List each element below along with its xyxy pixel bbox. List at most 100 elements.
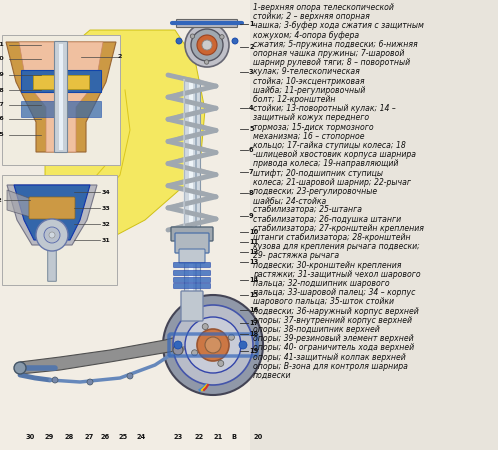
Circle shape xyxy=(185,317,241,373)
Circle shape xyxy=(218,360,224,366)
Circle shape xyxy=(239,341,247,349)
Polygon shape xyxy=(20,335,185,374)
Text: 36: 36 xyxy=(0,117,4,122)
Text: кулак; 9-телескопическая: кулак; 9-телескопическая xyxy=(253,68,360,76)
Text: 5: 5 xyxy=(249,126,253,132)
Circle shape xyxy=(232,38,238,44)
Text: 22: 22 xyxy=(0,198,2,203)
FancyBboxPatch shape xyxy=(171,227,213,241)
Text: механизма; 16 – стопорное: механизма; 16 – стопорное xyxy=(253,132,365,141)
Text: 15: 15 xyxy=(249,292,258,298)
Polygon shape xyxy=(19,42,103,152)
FancyBboxPatch shape xyxy=(173,262,211,267)
Text: 30: 30 xyxy=(25,434,34,440)
Text: болт; 12-кронштейн: болт; 12-кронштейн xyxy=(253,95,336,104)
Circle shape xyxy=(197,35,217,55)
Text: шарового пальца; 35-шток стойки: шарового пальца; 35-шток стойки xyxy=(253,297,394,306)
Text: защитный кожух переднего: защитный кожух переднего xyxy=(253,113,369,122)
Text: кольцо; 17-гайка ступицы колеса; 18: кольцо; 17-гайка ступицы колеса; 18 xyxy=(253,141,406,150)
Text: В: В xyxy=(232,434,237,440)
FancyBboxPatch shape xyxy=(175,233,209,253)
Text: 34: 34 xyxy=(102,189,111,194)
Text: привода колеса; 19-направляющий: привода колеса; 19-направляющий xyxy=(253,159,398,168)
Text: 2: 2 xyxy=(118,54,123,59)
Text: 16: 16 xyxy=(249,306,258,313)
Text: 24: 24 xyxy=(137,434,146,440)
Text: 11: 11 xyxy=(249,239,258,245)
Circle shape xyxy=(197,329,229,361)
Circle shape xyxy=(190,34,195,38)
Text: 32: 32 xyxy=(102,221,111,226)
Circle shape xyxy=(87,379,93,385)
Text: 39: 39 xyxy=(0,72,4,77)
Text: штифт; 20-подшипник ступицы: штифт; 20-подшипник ступицы xyxy=(253,169,383,178)
Text: 8: 8 xyxy=(249,189,253,196)
Text: 13: 13 xyxy=(249,259,258,265)
Text: тормоза; 15-диск тормозного: тормоза; 15-диск тормозного xyxy=(253,122,374,131)
FancyBboxPatch shape xyxy=(29,197,75,219)
Circle shape xyxy=(204,60,209,64)
Text: 29- растяжка рычага: 29- растяжка рычага xyxy=(253,252,339,261)
Text: стойки; 2 – верхняя опорная: стойки; 2 – верхняя опорная xyxy=(253,12,370,21)
Text: 26: 26 xyxy=(101,434,110,440)
Text: штанги стабилизатора; 28-кронштейн: штанги стабилизатора; 28-кронштейн xyxy=(253,233,411,242)
FancyBboxPatch shape xyxy=(195,82,197,298)
Polygon shape xyxy=(7,185,97,245)
Text: 14: 14 xyxy=(249,277,258,283)
FancyBboxPatch shape xyxy=(21,70,101,92)
FancyBboxPatch shape xyxy=(54,41,68,153)
Text: чашка; 3-буфер хода сжатия с защитным: чашка; 3-буфер хода сжатия с защитным xyxy=(253,22,424,31)
Circle shape xyxy=(36,219,68,251)
Polygon shape xyxy=(14,185,90,240)
Text: подвески; 30-кронштейн крепления: подвески; 30-кронштейн крепления xyxy=(253,261,401,270)
Text: шарнир рулевой тяги; 8 – поворотный: шарнир рулевой тяги; 8 – поворотный xyxy=(253,58,410,67)
Circle shape xyxy=(49,232,55,238)
Text: 25: 25 xyxy=(119,434,128,440)
Circle shape xyxy=(202,40,212,50)
Text: пальца; 32-подшипник шарового: пальца; 32-подшипник шарового xyxy=(253,279,389,288)
FancyBboxPatch shape xyxy=(184,80,200,300)
Text: стабилизатора; 27-кронштейн крепления: стабилизатора; 27-кронштейн крепления xyxy=(253,224,424,233)
FancyBboxPatch shape xyxy=(2,35,120,165)
Polygon shape xyxy=(7,190,34,218)
Text: 27: 27 xyxy=(84,434,93,440)
FancyBboxPatch shape xyxy=(2,175,117,285)
Text: опоры; 40- ограничитель хода верхней: опоры; 40- ограничитель хода верхней xyxy=(253,343,414,352)
Circle shape xyxy=(220,35,224,39)
FancyBboxPatch shape xyxy=(181,291,203,321)
Polygon shape xyxy=(45,30,205,265)
Text: подвески: подвески xyxy=(253,371,291,380)
Circle shape xyxy=(202,324,208,329)
Text: 17: 17 xyxy=(249,320,258,326)
Text: 6: 6 xyxy=(249,147,253,153)
Text: 1-верхняя опора телескопической: 1-верхняя опора телескопической xyxy=(253,3,394,12)
Text: 37: 37 xyxy=(0,103,4,108)
Text: 19: 19 xyxy=(249,348,258,354)
Text: -шлицевой хвостовик корпуса шарнира: -шлицевой хвостовик корпуса шарнира xyxy=(253,150,416,159)
Text: 20: 20 xyxy=(253,434,262,440)
Text: 9: 9 xyxy=(249,213,253,219)
Circle shape xyxy=(163,295,263,395)
Text: 7: 7 xyxy=(249,169,253,176)
Text: 2: 2 xyxy=(249,44,253,50)
Text: кузова для крепления рычага подвески;: кузова для крепления рычага подвески; xyxy=(253,242,420,251)
Circle shape xyxy=(44,227,60,243)
Circle shape xyxy=(173,345,183,355)
Text: опоры; 39-резиновый элемент верхней: опоры; 39-резиновый элемент верхней xyxy=(253,334,414,343)
Text: стабилизатора; 25-штанга: стабилизатора; 25-штанга xyxy=(253,205,362,214)
Text: шайбы; 24-стойка: шайбы; 24-стойка xyxy=(253,196,326,205)
Text: 38: 38 xyxy=(0,87,4,93)
Circle shape xyxy=(173,305,253,385)
Circle shape xyxy=(192,350,198,356)
Text: 18: 18 xyxy=(249,331,258,337)
Text: 40: 40 xyxy=(0,57,4,62)
FancyBboxPatch shape xyxy=(21,101,101,117)
FancyBboxPatch shape xyxy=(0,0,250,450)
Text: сжатия; 5-пружина подвески; 6-нижняя: сжатия; 5-пружина подвески; 6-нижняя xyxy=(253,40,418,49)
Circle shape xyxy=(52,377,58,383)
Circle shape xyxy=(176,38,182,44)
Text: 33: 33 xyxy=(102,206,111,211)
Text: подвески; 36-наружный корпус верхней: подвески; 36-наружный корпус верхней xyxy=(253,306,419,315)
FancyBboxPatch shape xyxy=(189,82,193,298)
FancyBboxPatch shape xyxy=(176,19,238,27)
